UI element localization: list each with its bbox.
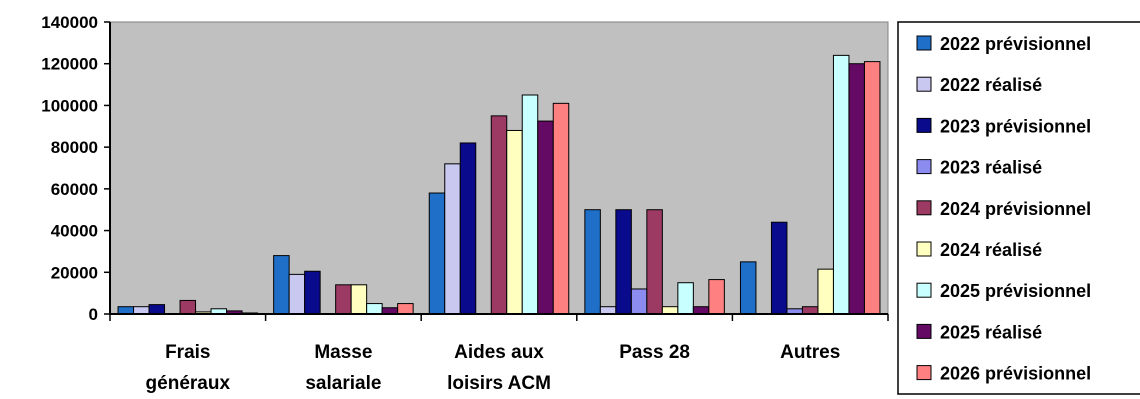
legend-swatch <box>916 35 932 51</box>
bar <box>273 255 290 315</box>
bar <box>646 209 663 315</box>
bar <box>459 142 477 315</box>
legend-swatch <box>916 241 932 257</box>
x-category-label: Aides aux <box>454 342 544 363</box>
bar <box>817 268 834 315</box>
bar <box>179 299 197 315</box>
legend-entry: 2022 réalisé <box>940 75 1042 95</box>
legend-swatch <box>916 323 932 339</box>
legend-entry: 2025 prévisionnel <box>940 281 1091 301</box>
bar <box>552 102 570 315</box>
x-category-label: Masse <box>314 342 372 363</box>
y-tick-label: 120000 <box>41 55 98 74</box>
legend-entry: 2024 prévisionnel <box>940 199 1091 219</box>
bar <box>801 306 819 315</box>
x-category-label: généraux <box>146 373 231 394</box>
bar <box>397 303 414 315</box>
legend-entry: 2024 réalisé <box>940 240 1042 260</box>
bar <box>770 221 788 315</box>
legend-entry: 2023 prévisionnel <box>940 116 1091 136</box>
y-tick-label: 0 <box>89 305 98 324</box>
bar <box>708 279 725 315</box>
y-tick-label: 140000 <box>41 13 98 32</box>
y-tick-label: 100000 <box>41 96 98 115</box>
legend-entry: 2022 prévisionnel <box>940 34 1091 54</box>
legend-swatch <box>916 365 932 381</box>
bars <box>117 54 881 315</box>
y-tick-label: 20000 <box>51 263 98 282</box>
bar <box>366 303 383 315</box>
x-category-label: Autres <box>780 342 840 363</box>
bar <box>661 306 679 315</box>
legend: 2022 prévisionnel 2022 réalisé 2023 prévis… <box>897 21 1140 395</box>
bar <box>584 209 601 315</box>
x-category-label: Pass 28 <box>619 342 690 363</box>
y-tick-label: 80000 <box>51 138 98 157</box>
bar <box>350 284 368 315</box>
bar <box>630 288 648 315</box>
legend-entry: 2025 réalisé <box>940 322 1042 342</box>
axes: 0 20000 40000 60000 80000 100000 120000 140000 F… <box>41 13 889 394</box>
bar <box>117 306 135 315</box>
bar <box>677 282 694 315</box>
legend-box <box>897 21 1140 395</box>
bar <box>832 54 850 315</box>
bar <box>288 273 306 315</box>
bar <box>863 61 881 315</box>
bar <box>692 306 710 315</box>
bar <box>521 94 539 315</box>
legend-swatch <box>916 76 932 92</box>
legend-swatch <box>916 282 932 298</box>
bar <box>848 63 865 315</box>
bar <box>335 284 352 315</box>
legend-swatch <box>916 200 932 216</box>
bar <box>428 192 446 315</box>
bar <box>615 209 632 315</box>
bar <box>739 261 757 315</box>
bar <box>506 129 523 315</box>
bar <box>133 306 150 315</box>
legend-entry: 2026 prévisionnel <box>940 364 1091 384</box>
bar <box>444 163 461 315</box>
bar <box>490 115 508 315</box>
legend-swatch <box>916 117 932 133</box>
bar <box>148 304 166 315</box>
x-category-label: salariale <box>305 373 381 394</box>
y-tick-label: 40000 <box>51 222 98 241</box>
bar <box>304 270 321 315</box>
bar <box>599 306 617 315</box>
y-tick-label: 60000 <box>51 180 98 199</box>
legend-entry: 2023 réalisé <box>940 158 1042 178</box>
x-category-label: Frais <box>165 342 210 363</box>
x-category-label: loisirs ACM <box>447 373 551 394</box>
bar <box>537 120 554 315</box>
legend-swatch <box>916 159 932 175</box>
